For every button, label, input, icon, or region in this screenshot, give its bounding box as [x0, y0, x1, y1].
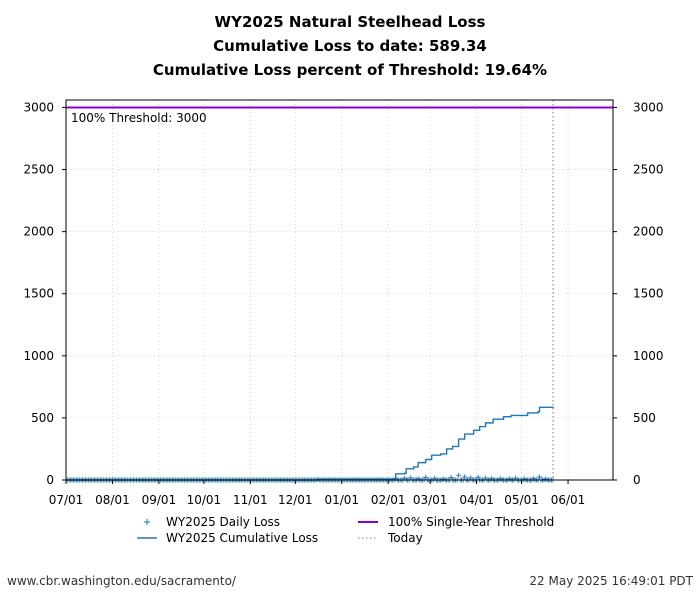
x-tick-label: 02/01 — [371, 493, 406, 507]
y-tick-label-left: 500 — [31, 411, 54, 425]
legend: WY2025 Daily Loss 100% Single-Year Thresh… — [137, 515, 554, 545]
daily-loss-marker — [456, 472, 462, 478]
legend-item-daily: WY2025 Daily Loss — [144, 515, 280, 529]
y-tick-label-left: 0 — [46, 473, 54, 487]
plot-frame — [65, 99, 614, 481]
x-tick-label: 12/01 — [278, 493, 313, 507]
threshold-annotation: 100% Threshold: 3000 — [71, 111, 207, 125]
x-tick-label: 11/01 — [233, 493, 268, 507]
y-tick-label-right: 1000 — [633, 349, 664, 363]
chart-title: WY2025 Natural Steelhead Loss — [214, 13, 486, 31]
y-tick-label-left: 3000 — [23, 100, 54, 114]
x-tick-label: 05/01 — [504, 493, 539, 507]
legend-label: WY2025 Daily Loss — [166, 515, 280, 529]
y-tick-label-right: 2000 — [633, 225, 664, 239]
timestamp: 22 May 2025 16:49:01 PDT — [529, 574, 693, 588]
axes-layer: 07/01 08/01 09/01 10/01 11/01 12/01 01/01 02/01… — [23, 100, 663, 507]
legend-label: Today — [387, 531, 423, 545]
y-tick-label-right: 2500 — [633, 163, 664, 177]
legend-item-cumulative: WY2025 Cumulative Loss — [137, 531, 318, 545]
legend-label: 100% Single-Year Threshold — [388, 515, 554, 529]
x-tick-label: 06/01 — [551, 493, 586, 507]
daily-loss-marker — [423, 474, 429, 480]
series-layer — [63, 100, 613, 483]
x-tick-label: 04/01 — [459, 493, 494, 507]
chart-subtitle-cumulative: Cumulative Loss to date: 589.34 — [213, 37, 487, 55]
x-tick-label: 10/01 — [187, 493, 222, 507]
chart-title-block: WY2025 Natural Steelhead Loss Cumulative… — [0, 10, 700, 82]
y-tick-label-left: 2000 — [23, 225, 54, 239]
daily-loss-marker — [462, 474, 468, 480]
y-tick-label-right: 0 — [633, 473, 641, 487]
daily-loss-marker — [537, 474, 543, 480]
x-tick-label: 01/01 — [324, 493, 359, 507]
x-tick-label: 08/01 — [95, 493, 130, 507]
y-tick-label-left: 1000 — [23, 349, 54, 363]
legend-item-threshold: 100% Single-Year Threshold — [358, 515, 554, 529]
legend-item-today: Today — [358, 531, 423, 545]
legend-label: WY2025 Cumulative Loss — [166, 531, 318, 545]
x-tick-label: 07/01 — [49, 493, 84, 507]
y-tick-label-right: 1500 — [633, 287, 664, 301]
y-tick-label-left: 2500 — [23, 163, 54, 177]
y-tick-label-left: 1500 — [23, 287, 54, 301]
grid-lines — [65, 100, 613, 481]
chart-subtitle-percent: Cumulative Loss percent of Threshold: 19… — [152, 61, 548, 79]
daily-loss-marker — [475, 474, 481, 480]
x-tick-label: 03/01 — [413, 493, 448, 507]
y-tick-label-right: 500 — [633, 411, 656, 425]
source-url[interactable]: www.cbr.washington.edu/sacramento/ — [7, 574, 236, 588]
x-tick-label: 09/01 — [142, 493, 177, 507]
cumulative-loss-line — [66, 406, 554, 481]
y-tick-label-right: 3000 — [633, 100, 664, 114]
